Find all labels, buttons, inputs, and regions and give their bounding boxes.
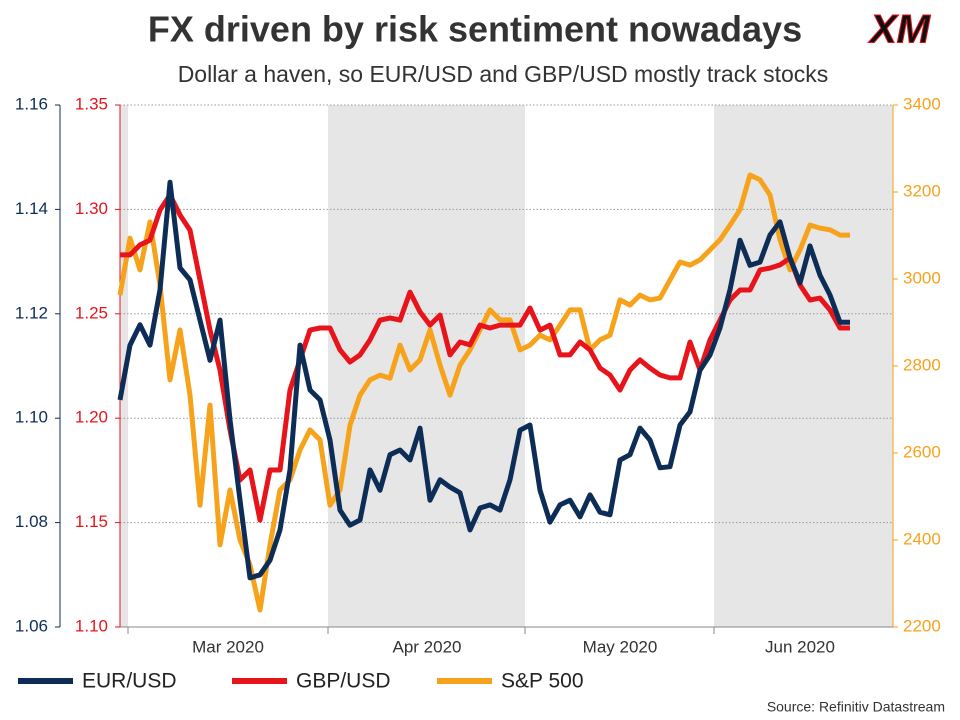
- x-tick-label: May 2020: [583, 637, 658, 656]
- y-tick-label: 1.35: [75, 94, 108, 113]
- y-tick-label: 1.14: [15, 199, 48, 218]
- shaded-month: [714, 105, 893, 627]
- plot: [117, 172, 850, 613]
- y-tick-label: 1.25: [75, 303, 108, 322]
- legend-label: S&P 500: [501, 670, 584, 693]
- chart-subtitle: Dollar a haven, so EUR/USD and GBP/USD m…: [178, 61, 829, 87]
- y-tick-label: 1.30: [75, 199, 108, 218]
- x-tick-label: Jun 2020: [765, 637, 835, 656]
- logo: XM: [868, 8, 932, 52]
- y-tick-label: 1.16: [15, 94, 48, 113]
- y-tick-label: 2800: [903, 355, 941, 374]
- source: Source: Refinitiv Datastream: [767, 699, 945, 715]
- y-tick-label: 1.08: [15, 512, 48, 531]
- y-tick-label: 1.15: [75, 512, 108, 531]
- x-tick-label: Apr 2020: [393, 637, 462, 656]
- y-tick-label: 3400: [903, 94, 941, 113]
- y-tick-label: 3200: [903, 181, 941, 200]
- legend-label: GBP/USD: [296, 670, 391, 693]
- series-line: [117, 179, 850, 581]
- y-tick-label: 3000: [903, 268, 941, 287]
- x-tick-label: Mar 2020: [192, 637, 264, 656]
- y-tick-label: 1.20: [75, 408, 108, 427]
- y-tick-label: 1.10: [15, 408, 48, 427]
- chart-title: FX driven by risk sentiment nowadays: [148, 9, 802, 50]
- y-tick-label: 1.12: [15, 303, 48, 322]
- series-line: [117, 172, 850, 613]
- shaded-month: [328, 105, 525, 627]
- y-tick-label: 1.10: [75, 616, 108, 635]
- y-tick-label: 2600: [903, 442, 941, 461]
- y-tick-label: 2200: [903, 616, 941, 635]
- y-tick-label: 1.06: [15, 616, 48, 635]
- y-tick-label: 2400: [903, 529, 941, 548]
- legend-label: EUR/USD: [82, 670, 177, 693]
